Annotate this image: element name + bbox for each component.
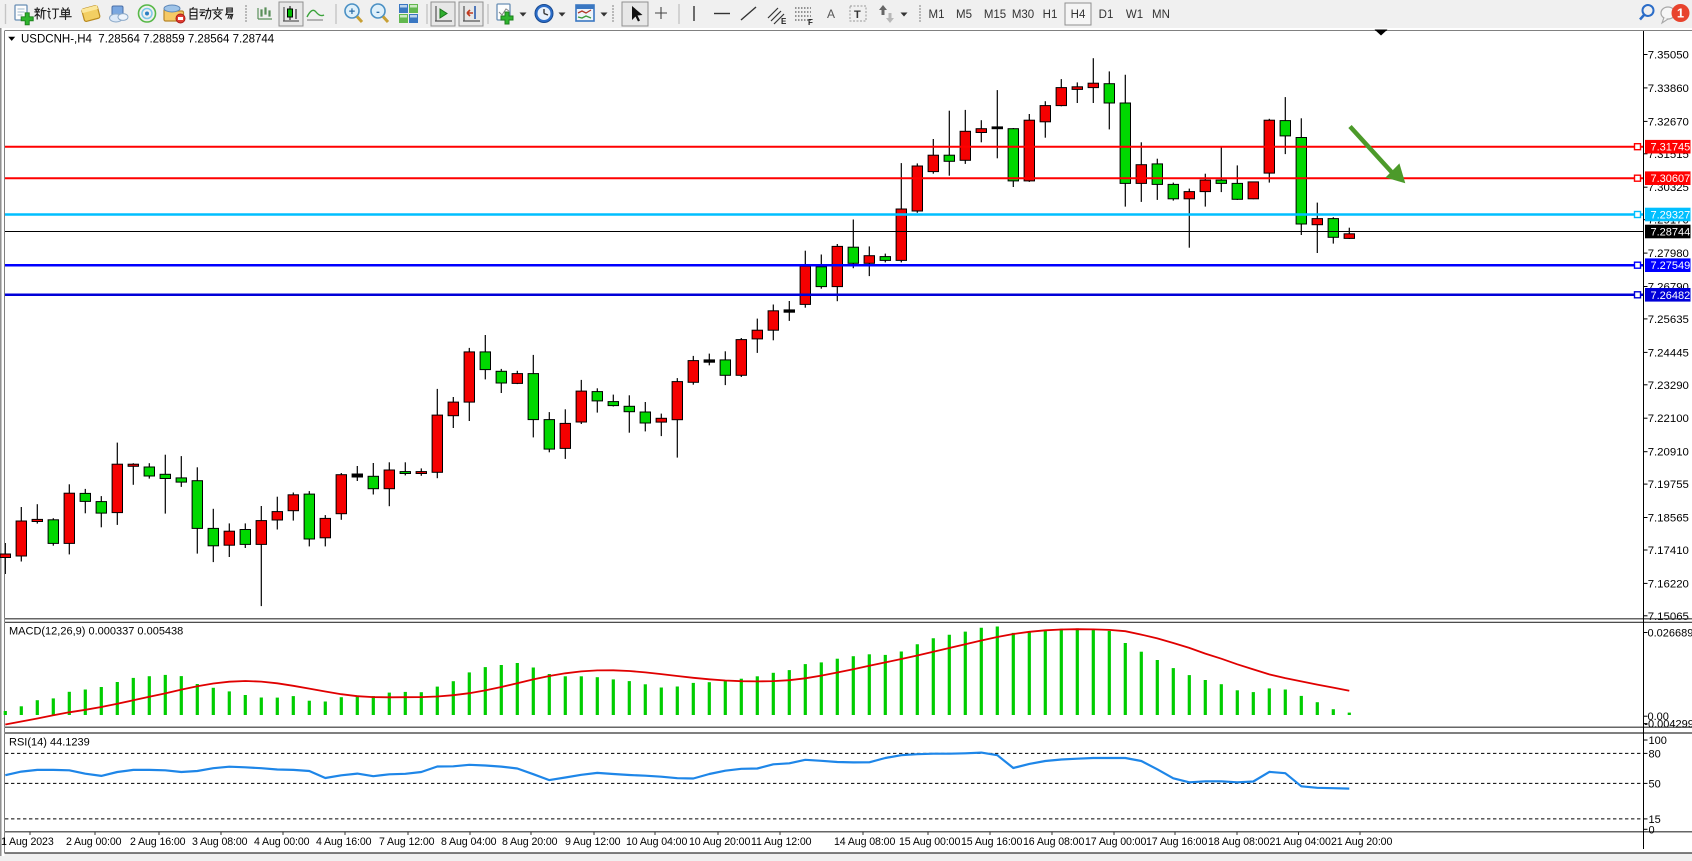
svg-text:7.29327: 7.29327 — [1651, 210, 1691, 222]
svg-text:W1: W1 — [1126, 9, 1143, 21]
svg-text:7.18565: 7.18565 — [1648, 513, 1689, 525]
svg-text:E: E — [781, 17, 787, 26]
svg-text:M30: M30 — [1012, 9, 1034, 21]
svg-text:80: 80 — [1649, 748, 1661, 760]
svg-text:-: - — [376, 6, 380, 18]
svg-text:8 Aug 20:00: 8 Aug 20:00 — [502, 836, 558, 848]
svg-text:4 Aug 16:00: 4 Aug 16:00 — [316, 836, 372, 848]
svg-text:T: T — [854, 9, 861, 21]
svg-text:7.27549: 7.27549 — [1651, 260, 1691, 272]
svg-text:1: 1 — [1677, 6, 1684, 21]
svg-text:7.30607: 7.30607 — [1651, 173, 1691, 185]
svg-text:7.20910: 7.20910 — [1648, 447, 1689, 459]
svg-text:7.24445: 7.24445 — [1648, 347, 1689, 359]
svg-text:MN: MN — [1152, 9, 1170, 21]
svg-text:7.22100: 7.22100 — [1648, 413, 1689, 425]
svg-text:0: 0 — [1649, 824, 1655, 836]
svg-text:7.15065: 7.15065 — [1648, 611, 1689, 623]
svg-text:3 Aug 08:00: 3 Aug 08:00 — [192, 836, 248, 848]
svg-text:H4: H4 — [1071, 9, 1086, 21]
svg-text:4 Aug 00:00: 4 Aug 00:00 — [254, 836, 310, 848]
svg-text:7.33860: 7.33860 — [1648, 83, 1689, 95]
svg-text:A: A — [827, 7, 835, 21]
svg-text:16 Aug 08:00: 16 Aug 08:00 — [1023, 836, 1084, 848]
svg-text:M1: M1 — [929, 9, 945, 21]
svg-text:H1: H1 — [1043, 9, 1058, 21]
svg-text:F: F — [808, 18, 813, 27]
svg-text:9 Aug 12:00: 9 Aug 12:00 — [565, 836, 621, 848]
svg-text:D1: D1 — [1099, 9, 1114, 21]
svg-text:10 Aug 04:00: 10 Aug 04:00 — [626, 836, 687, 848]
svg-text:10 Aug 20:00: 10 Aug 20:00 — [689, 836, 750, 848]
svg-text:-0.004299: -0.004299 — [1644, 719, 1692, 731]
svg-text:7.26482: 7.26482 — [1651, 290, 1691, 302]
svg-text:15 Aug 00:00: 15 Aug 00:00 — [899, 836, 960, 848]
svg-text:2 Aug 00:00: 2 Aug 00:00 — [66, 836, 122, 848]
svg-text:7.28744: 7.28744 — [1651, 227, 1691, 239]
svg-text:M5: M5 — [956, 9, 972, 21]
svg-text:7.25635: 7.25635 — [1648, 314, 1689, 326]
svg-text:15 Aug 16:00: 15 Aug 16:00 — [961, 836, 1022, 848]
svg-text:100: 100 — [1649, 735, 1667, 747]
svg-text:7.17410: 7.17410 — [1648, 545, 1689, 557]
svg-text:7.32670: 7.32670 — [1648, 116, 1689, 128]
svg-text:17 Aug 16:00: 17 Aug 16:00 — [1146, 836, 1207, 848]
svg-text:14 Aug 08:00: 14 Aug 08:00 — [834, 836, 895, 848]
svg-text:7.35050: 7.35050 — [1648, 50, 1689, 62]
svg-text:1 Aug 2023: 1 Aug 2023 — [1, 836, 54, 848]
svg-text:0.026689: 0.026689 — [1648, 628, 1692, 640]
svg-text:M15: M15 — [984, 9, 1006, 21]
svg-text:7.31745: 7.31745 — [1651, 142, 1691, 154]
svg-text:RSI(14) 44.1239: RSI(14) 44.1239 — [9, 737, 90, 749]
svg-text:7.23290: 7.23290 — [1648, 380, 1689, 392]
svg-text:8 Aug 04:00: 8 Aug 04:00 — [441, 836, 497, 848]
svg-text:7.16220: 7.16220 — [1648, 578, 1689, 590]
svg-text:7.27980: 7.27980 — [1648, 248, 1689, 260]
svg-text:21 Aug 04:00: 21 Aug 04:00 — [1270, 836, 1331, 848]
svg-text:USDCNH-,H4 7.28564 7.28859 7.: USDCNH-,H4 7.28564 7.28859 7.28564 7.287… — [21, 34, 275, 46]
svg-text:18 Aug 08:00: 18 Aug 08:00 — [1208, 836, 1269, 848]
svg-text:MACD(12,26,9) 0.000337 0.00543: MACD(12,26,9) 0.000337 0.005438 — [9, 626, 183, 638]
svg-text:17 Aug 00:00: 17 Aug 00:00 — [1085, 836, 1146, 848]
svg-text:21 Aug 20:00: 21 Aug 20:00 — [1331, 836, 1392, 848]
svg-text:7.19755: 7.19755 — [1648, 479, 1689, 491]
svg-text:+: + — [349, 6, 355, 18]
svg-text:11 Aug 12:00: 11 Aug 12:00 — [751, 836, 812, 848]
svg-text:7 Aug 12:00: 7 Aug 12:00 — [379, 836, 435, 848]
svg-text:2 Aug 16:00: 2 Aug 16:00 — [130, 836, 186, 848]
svg-text:50: 50 — [1649, 778, 1661, 790]
